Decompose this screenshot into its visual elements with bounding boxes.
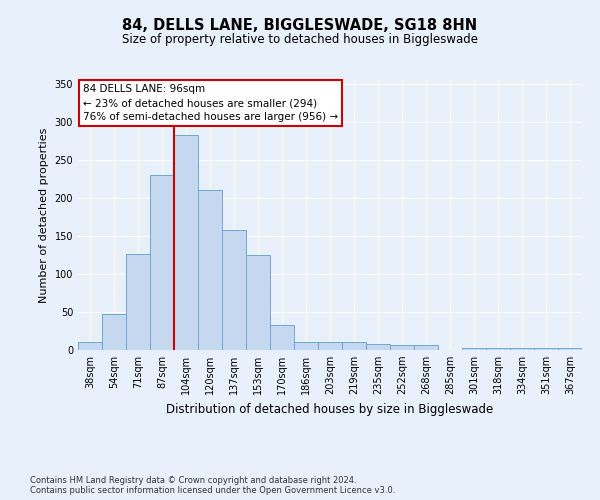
Bar xyxy=(270,325,294,350)
Bar xyxy=(390,344,414,350)
Bar xyxy=(462,348,486,350)
Bar xyxy=(414,344,438,350)
Y-axis label: Number of detached properties: Number of detached properties xyxy=(39,128,49,302)
X-axis label: Distribution of detached houses by size in Biggleswade: Distribution of detached houses by size … xyxy=(166,402,494,415)
Bar xyxy=(150,175,174,350)
Bar xyxy=(318,342,342,350)
Text: 84, DELLS LANE, BIGGLESWADE, SG18 8HN: 84, DELLS LANE, BIGGLESWADE, SG18 8HN xyxy=(122,18,478,32)
Bar xyxy=(510,348,534,350)
Bar xyxy=(126,254,150,350)
Bar xyxy=(486,348,510,350)
Bar xyxy=(558,348,582,350)
Bar xyxy=(342,342,366,350)
Bar xyxy=(174,135,198,350)
Bar xyxy=(78,342,102,350)
Bar xyxy=(534,348,558,350)
Text: Contains HM Land Registry data © Crown copyright and database right 2024.
Contai: Contains HM Land Registry data © Crown c… xyxy=(30,476,395,495)
Bar xyxy=(102,314,126,350)
Text: 84 DELLS LANE: 96sqm
← 23% of detached houses are smaller (294)
76% of semi-deta: 84 DELLS LANE: 96sqm ← 23% of detached h… xyxy=(83,84,338,122)
Bar xyxy=(246,255,270,350)
Text: Size of property relative to detached houses in Biggleswade: Size of property relative to detached ho… xyxy=(122,32,478,46)
Bar xyxy=(294,342,318,350)
Bar xyxy=(198,190,222,350)
Bar xyxy=(366,344,390,350)
Bar xyxy=(222,230,246,350)
